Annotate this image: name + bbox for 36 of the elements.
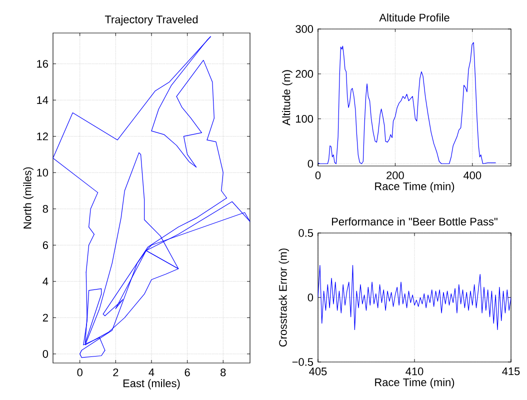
- x-tick-label: 410: [406, 368, 424, 376]
- y-axis-title: Altitude (m): [282, 70, 292, 126]
- y-tick-label: 8: [42, 205, 48, 213]
- x-tick-label: 200: [386, 172, 404, 180]
- y-tick-label: 2: [42, 314, 48, 322]
- x-tick-label: 8: [220, 368, 226, 376]
- y-tick-label: 0.5: [298, 229, 314, 237]
- x-axis-title: East (miles): [123, 379, 180, 390]
- y-tick-label: 0: [42, 350, 48, 358]
- x-tick-label: 4: [148, 368, 154, 376]
- y-tick-label: 0: [308, 294, 314, 302]
- x-axis-title: Race Time (min): [375, 182, 454, 192]
- x-tick-label: 0: [315, 172, 321, 180]
- y-tick-label: 12: [37, 132, 48, 140]
- y-tick-label: 16: [37, 60, 48, 68]
- x-tick-label: 415: [502, 368, 520, 376]
- x-tick-label: 6: [184, 368, 190, 376]
- x-tick-label: 405: [309, 368, 327, 376]
- y-tick-label: 10: [37, 168, 48, 176]
- y-tick-label: 100: [296, 114, 314, 123]
- y-tick-label: 0: [308, 160, 314, 168]
- chart-title: Altitude Profile: [379, 13, 450, 22]
- y-tick-label: 4: [42, 278, 48, 286]
- y-tick-label: −0.5: [292, 358, 314, 366]
- chart-title: Trajectory Traveled: [104, 15, 198, 26]
- y-axis-title: Crosstrack Error (m): [278, 248, 289, 347]
- x-tick-label: 0: [77, 368, 82, 376]
- y-axis-title: North (miles): [23, 167, 34, 228]
- x-tick-label: 400: [464, 172, 482, 180]
- y-tick-label: 300: [296, 25, 314, 33]
- chart-title: Performance in "Beer Bottle Pass": [332, 217, 498, 226]
- y-tick-label: 6: [42, 241, 48, 250]
- x-axis-title: Race Time (min): [375, 378, 454, 388]
- y-tick-label: 14: [37, 96, 48, 104]
- y-tick-label: 200: [296, 70, 314, 78]
- x-tick-label: 2: [113, 368, 118, 376]
